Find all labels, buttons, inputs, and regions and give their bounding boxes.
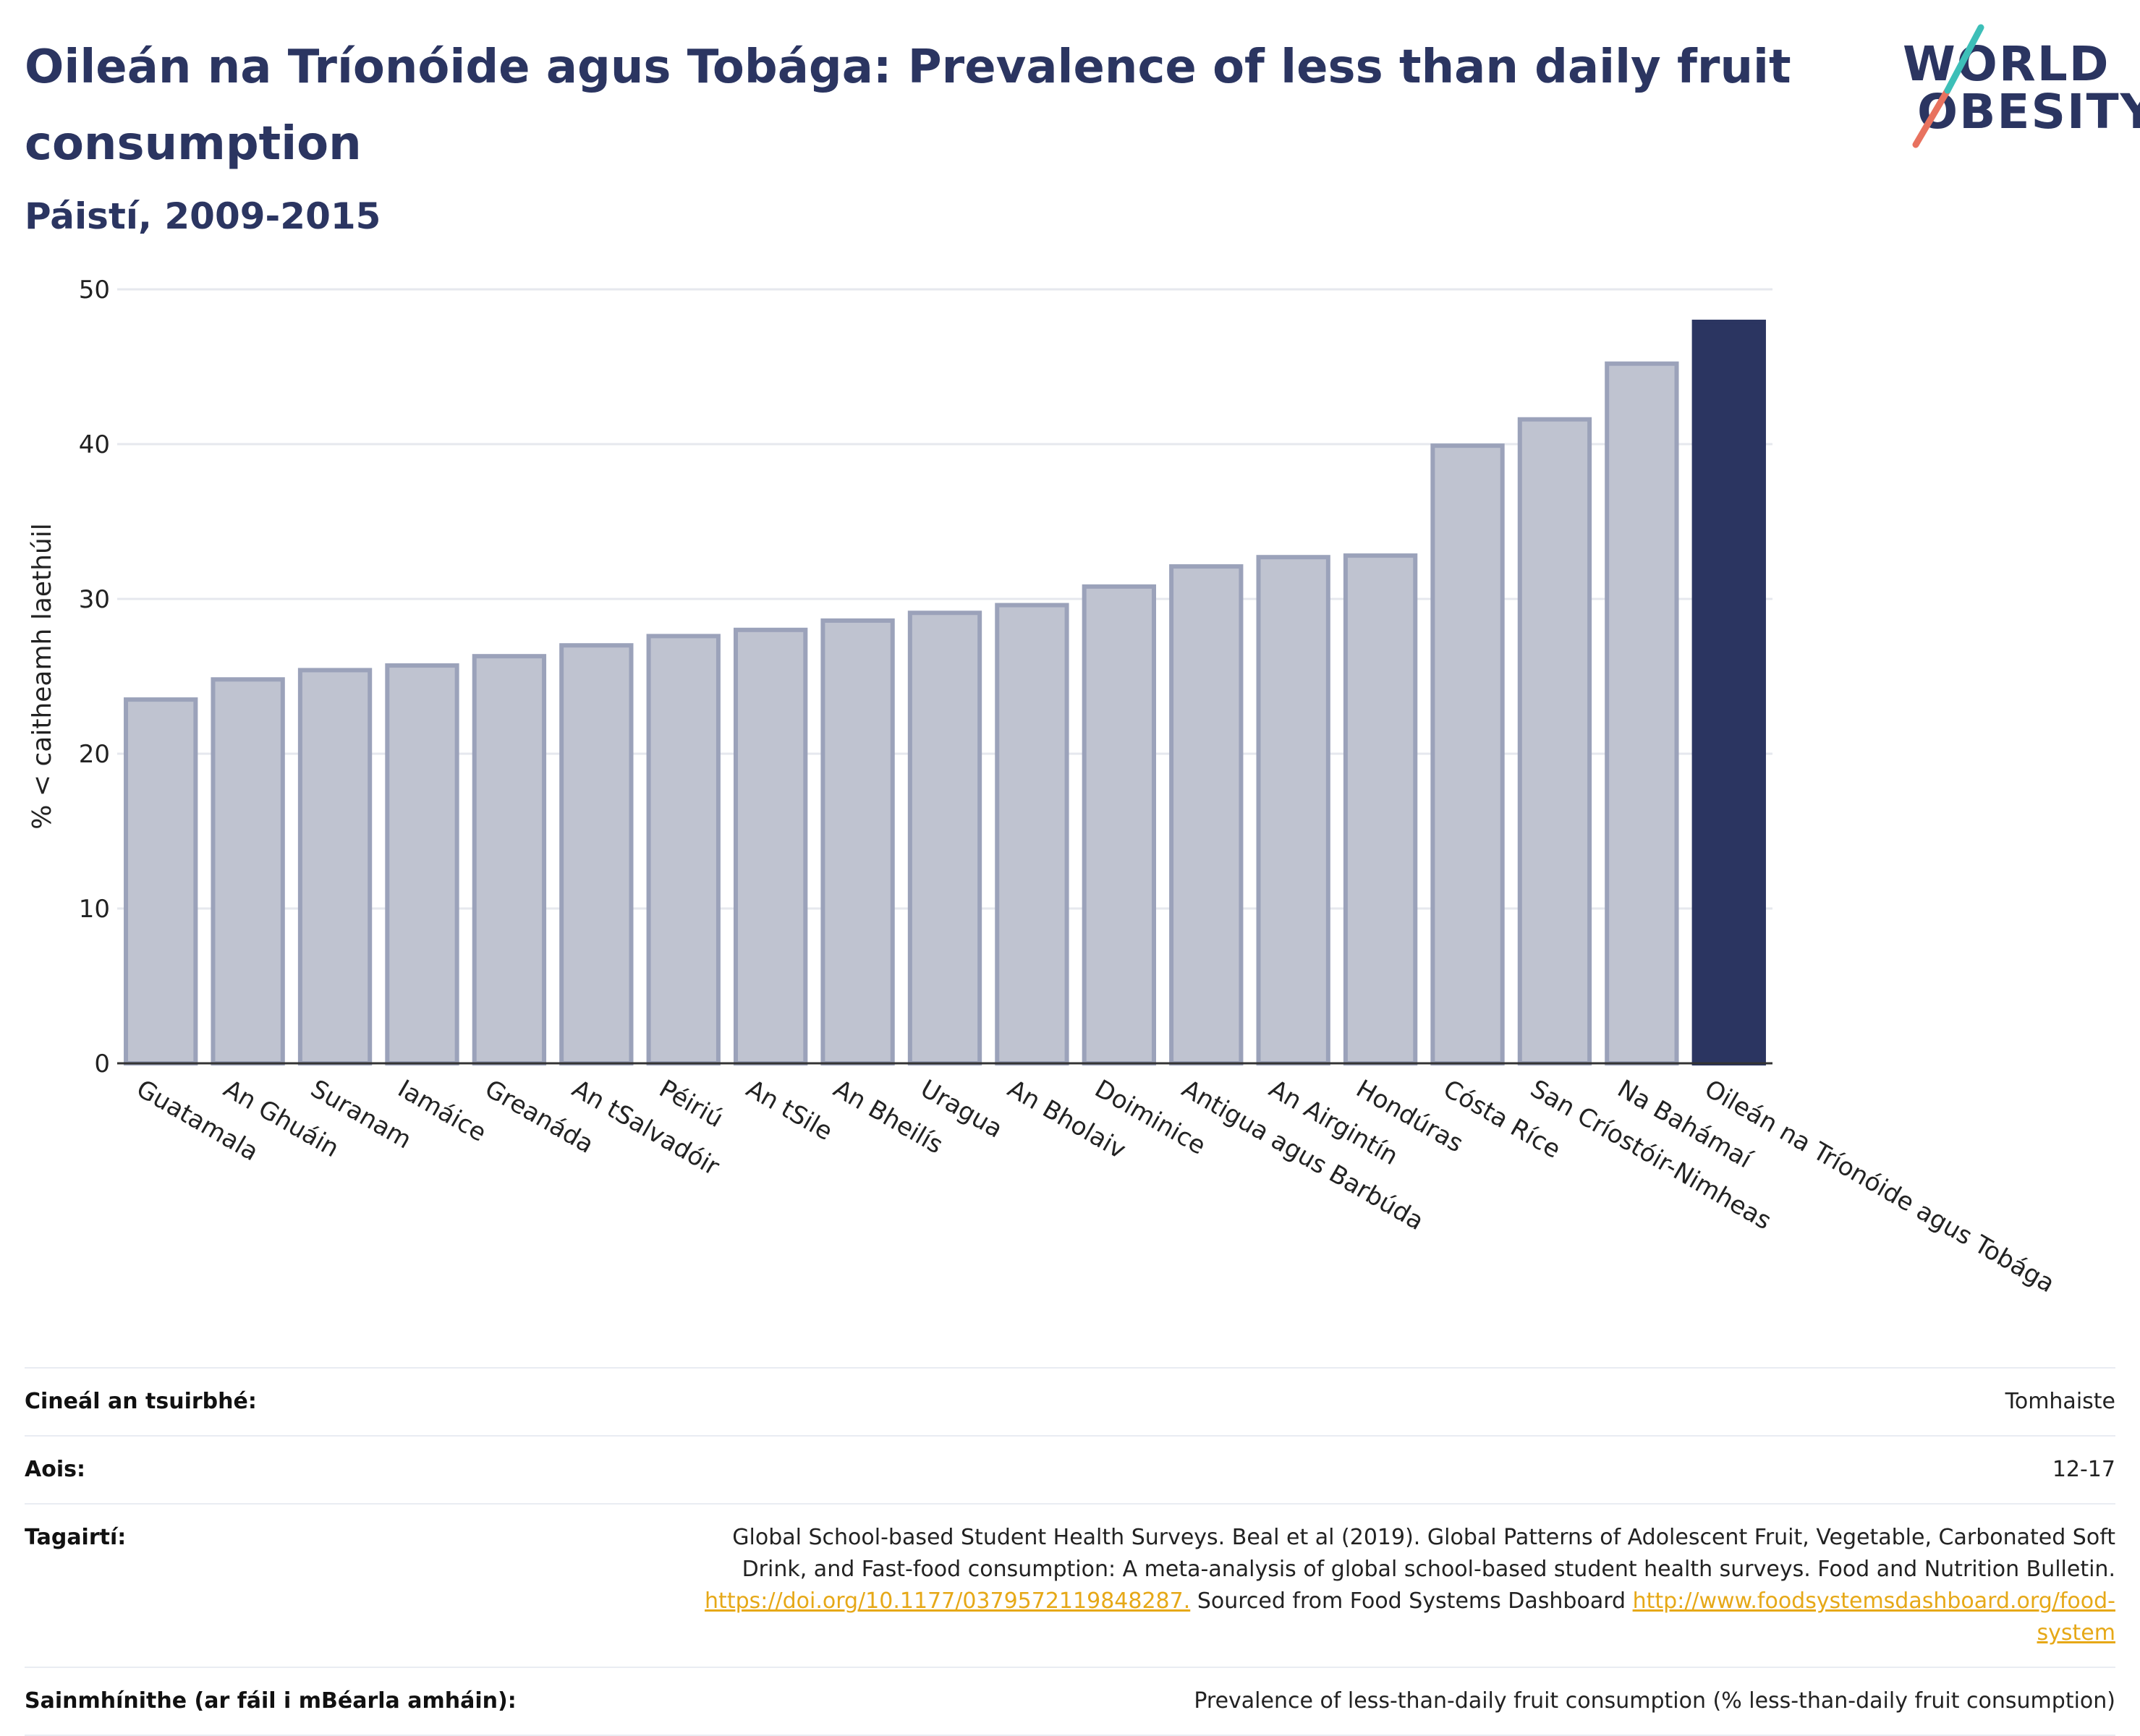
definitions-label: Sainmhínithe (ar fáil i mBéarla amháin): (25, 1667, 676, 1736)
bar (559, 643, 634, 1065)
metadata-table: Cineál an tsuirbhé: Tomhaiste Aois: 12-1… (25, 1367, 2115, 1736)
references-row: Tagairtí: Global School-based Student He… (25, 1503, 2115, 1668)
y-tick-label: 50 (79, 276, 110, 305)
bar (995, 603, 1069, 1065)
age-value: 12-17 (676, 1435, 2115, 1505)
bar (1082, 584, 1157, 1065)
references-label: Tagairtí: (25, 1503, 676, 1668)
doi-link[interactable]: https://doi.org/10.1177/0379572119848287… (705, 1588, 1191, 1614)
survey-type-value: Tomhaiste (676, 1367, 2115, 1437)
bar (124, 697, 198, 1065)
bars (124, 319, 1766, 1066)
logo-slash-icon (1912, 24, 1984, 148)
y-tick-label: 30 (79, 585, 110, 614)
x-tick-label: An tSalvadóir (567, 1074, 724, 1181)
bar (1169, 564, 1244, 1065)
bar (820, 618, 895, 1065)
bar (385, 663, 459, 1065)
references-source: Sourced from Food Systems Dashboard (1197, 1588, 1626, 1614)
y-tick-label: 20 (79, 740, 110, 769)
bar (1430, 443, 1505, 1065)
y-tick-label: 0 (94, 1050, 110, 1078)
survey-type-label: Cineál an tsuirbhé: (25, 1367, 676, 1437)
age-row: Aois: 12-17 (25, 1435, 2115, 1505)
survey-type-row: Cineál an tsuirbhé: Tomhaiste (25, 1367, 2115, 1437)
x-tick-label: An tSile (742, 1074, 838, 1146)
definitions-row: Sainmhínithe (ar fáil i mBéarla amháin):… (25, 1667, 2115, 1736)
bar (907, 610, 982, 1065)
world-obesity-logo: WORLD OBESITY (1895, 22, 2140, 152)
references-text: Global School-based Student Health Surve… (732, 1525, 2115, 1582)
bar (733, 627, 808, 1065)
bar (297, 668, 373, 1065)
bar (211, 677, 285, 1065)
references-value: Global School-based Student Health Surve… (676, 1503, 2115, 1668)
chart-subtitle: Páistí, 2009-2015 (25, 195, 381, 237)
bar (1517, 417, 1592, 1065)
logo-line-2: OBESITY (1917, 84, 2140, 140)
bar (472, 654, 547, 1065)
bar (1343, 553, 1418, 1065)
y-tick-labels: 0 10 20 30 40 50 (79, 276, 110, 1078)
bar (1605, 361, 1679, 1066)
chart-title: Oileán na Tríonóide agus Tobága: Prevale… (25, 41, 1791, 171)
food-systems-link[interactable]: http://www.foodsystemsdashboard.org/food… (1632, 1588, 2115, 1646)
bar (646, 634, 721, 1065)
bar (1256, 555, 1330, 1066)
logo-line-1: WORLD (1903, 36, 2110, 92)
bar (1691, 319, 1766, 1066)
x-tick-label: Oileán na Tríonóide agus Tobága (1699, 1074, 2059, 1298)
y-axis-label: % < caitheamh laethúil (27, 523, 57, 830)
y-tick-label: 40 (79, 430, 110, 459)
definitions-value: Prevalence of less-than-daily fruit cons… (676, 1667, 2115, 1736)
y-tick-label: 10 (79, 895, 110, 924)
age-label: Aois: (25, 1435, 676, 1505)
